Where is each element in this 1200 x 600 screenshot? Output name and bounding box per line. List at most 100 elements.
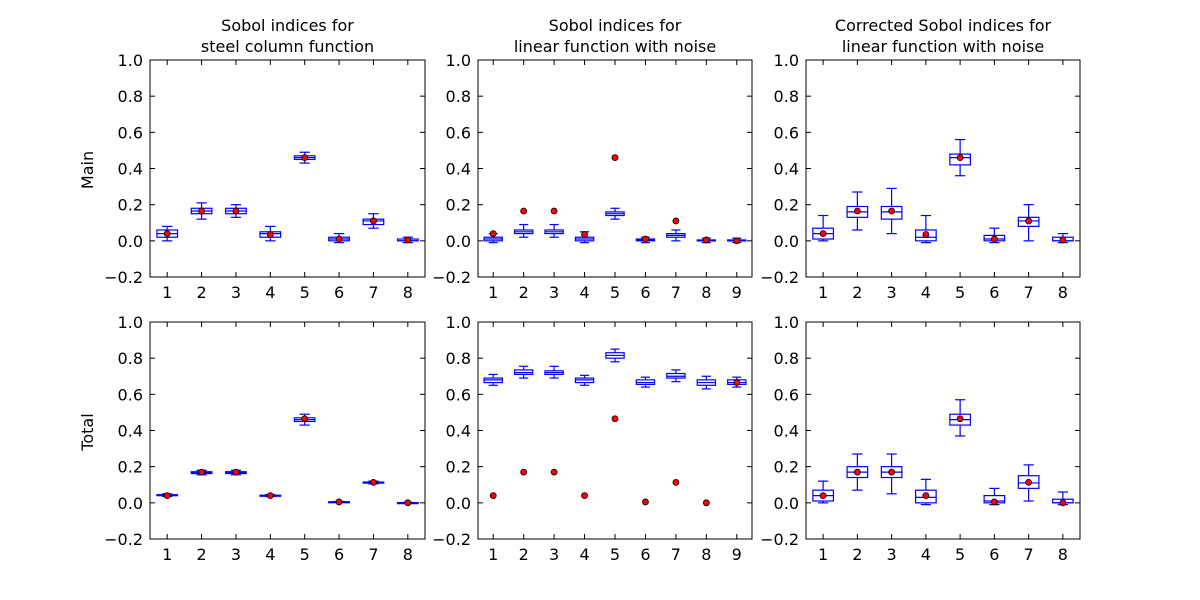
x-tick-label: 4 [579, 283, 589, 302]
marker-5 [301, 415, 309, 423]
chart-panel: −0.2 0.0 0.2 0.4 0.6 0.8 1.0 1 2 3 4 5 6 7 8 Corrected … [760, 16, 1081, 302]
box-4 [574, 374, 595, 386]
chart-panel: −0.2 0.0 0.2 0.4 0.6 0.8 1.0 1 2 3 4 5 6 7 8 9 [432, 313, 753, 564]
y-tick-label: 0.8 [774, 349, 799, 368]
y-tick-label: 0.6 [446, 385, 471, 404]
marker-1 [163, 492, 171, 500]
marker-3 [550, 207, 558, 215]
chart-title: linear function with noise [514, 37, 716, 56]
x-tick-label: 4 [921, 283, 931, 302]
axes-frame [477, 59, 753, 278]
y-tick-label: −0.2 [760, 268, 799, 287]
y-tick-label: 0.2 [774, 458, 799, 477]
x-tick-label: 6 [640, 283, 650, 302]
axes-frame [805, 321, 1081, 540]
y-tick-label: 1.0 [446, 51, 471, 70]
x-tick-label: 1 [488, 283, 498, 302]
chart-title: steel column function [201, 37, 374, 56]
box-body [1017, 475, 1040, 489]
y-tick-label: 0.0 [446, 494, 471, 513]
marker-8 [1059, 236, 1067, 244]
x-tick-label: 6 [334, 283, 344, 302]
y-tick-label: 0.2 [774, 196, 799, 215]
box-body [1017, 216, 1040, 227]
chart-title: linear function with noise [842, 37, 1044, 56]
marker-7 [370, 217, 377, 225]
y-tick-label: 0.0 [118, 232, 143, 251]
marker-5 [301, 154, 309, 162]
y-tick-label: −0.2 [104, 268, 143, 287]
chart-panel: −0.2 0.0 0.2 0.4 0.6 0.8 1.0 1 2 3 4 5 6 7 8 9 Sobol ind… [432, 16, 753, 302]
y-tick-label: −0.2 [432, 530, 471, 549]
box-1 [812, 214, 834, 242]
marker-1 [163, 230, 171, 238]
x-tick-label: 4 [265, 283, 275, 302]
axes-frame [805, 59, 1081, 278]
marker-5 [956, 415, 964, 423]
marker-7 [1025, 478, 1033, 486]
box-2 [513, 223, 534, 238]
x-tick-label: 1 [162, 283, 172, 302]
marker-2 [520, 207, 528, 215]
chart-panel: −0.2 0.0 0.2 0.4 0.6 0.8 1.0 1 2 3 4 5 6 7 8 Sobol indi… [104, 16, 426, 302]
marker-6 [335, 498, 343, 506]
x-tick-label: 8 [403, 545, 413, 564]
x-tick-label: 8 [1058, 545, 1068, 564]
y-tick-label: 0.6 [118, 123, 143, 142]
y-tick-label: 1.0 [118, 313, 143, 332]
marker-2 [198, 468, 205, 476]
x-tick-label: 6 [989, 545, 999, 564]
marker-1 [819, 492, 827, 500]
box-2 [846, 191, 869, 231]
marker-8 [404, 499, 412, 507]
x-tick-label: 8 [701, 283, 711, 302]
marker-6 [990, 235, 998, 243]
box-body [914, 489, 937, 504]
marker-3 [232, 207, 240, 215]
chart-panels: −0.2 0.0 0.2 0.4 0.6 0.8 1.0 1 2 3 4 5 6 7 8 Sobol indi… [104, 16, 1081, 564]
y-tick-label: −0.2 [432, 268, 471, 287]
marker-4 [922, 231, 930, 238]
x-tick-label: 5 [300, 545, 310, 564]
marker-9 [733, 379, 741, 386]
chart-panel: −0.2 0.0 0.2 0.4 0.6 0.8 1.0 1 2 3 4 5 6 7 8 [104, 313, 426, 564]
y-tick-label: 1.0 [774, 51, 799, 70]
y-tick-label: 0.4 [446, 160, 471, 179]
y-tick-label: 0.8 [118, 87, 143, 106]
marker-5 [611, 154, 619, 162]
y-tick-label: 0.0 [774, 232, 799, 251]
box-1 [483, 373, 503, 386]
chart-title: Corrected Sobol indices for [835, 16, 1052, 35]
y-tick-label: 0.6 [118, 385, 143, 404]
box-3 [544, 365, 564, 379]
box-1 [812, 480, 834, 504]
x-tick-label: 7 [671, 283, 681, 302]
x-tick-label: 5 [610, 545, 620, 564]
y-tick-label: 0.0 [774, 494, 799, 513]
marker-4 [266, 231, 274, 238]
y-tick-label: 0.4 [118, 422, 143, 441]
box-8 [696, 375, 717, 390]
x-tick-label: 3 [549, 283, 559, 302]
y-tick-label: −0.2 [760, 530, 799, 549]
chart-title: Sobol indices for [549, 16, 682, 35]
marker-5 [611, 415, 619, 423]
x-tick-label: 2 [519, 283, 529, 302]
x-tick-label: 2 [852, 545, 862, 564]
y-tick-label: 0.0 [446, 232, 471, 251]
y-tick-label: 1.0 [118, 51, 143, 70]
box-body [914, 229, 937, 242]
marker-2 [853, 207, 861, 215]
y-tick-label: 0.0 [118, 494, 143, 513]
x-tick-label: 4 [579, 545, 589, 564]
y-tick-label: 0.2 [446, 196, 471, 215]
y-tick-label: 0.8 [118, 349, 143, 368]
marker-4 [581, 492, 588, 500]
x-tick-label: 5 [300, 283, 310, 302]
y-tick-label: 0.4 [774, 160, 799, 179]
box-7 [1017, 464, 1040, 502]
x-tick-label: 8 [403, 283, 413, 302]
marker-8 [702, 499, 710, 507]
box-6 [635, 376, 656, 388]
